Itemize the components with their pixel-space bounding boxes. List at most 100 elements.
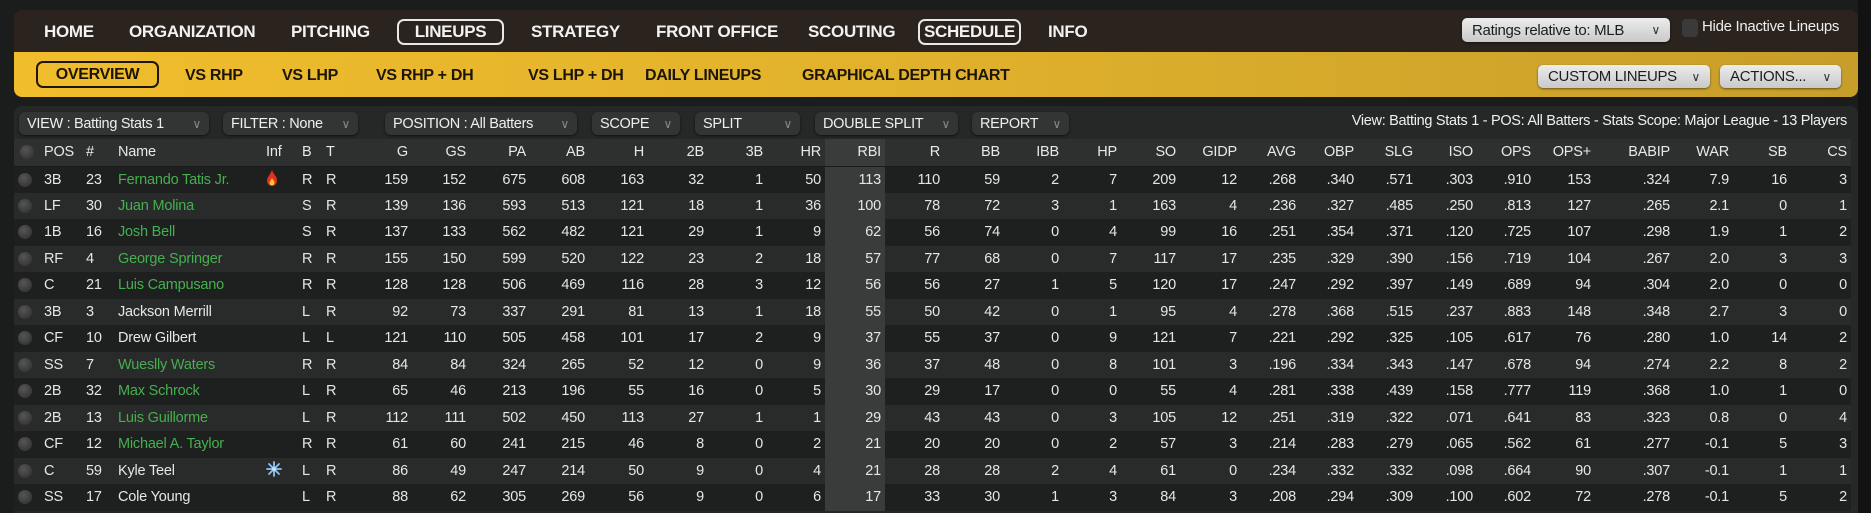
row-select-cell[interactable] [14, 166, 40, 193]
tab-vs-rhp[interactable]: VS RHP [185, 67, 243, 84]
column-header-hp[interactable]: HP [1063, 139, 1121, 167]
player-name-link[interactable]: Max Schrock [114, 378, 262, 405]
row-select-cell[interactable] [14, 484, 40, 511]
nav-home[interactable]: HOME [44, 22, 94, 41]
row-select-toggle[interactable] [18, 278, 32, 293]
column-header-iso[interactable]: ISO [1417, 139, 1477, 167]
table-row[interactable]: SS 7 Wueslly Waters R R 84 84 324 265 52 12 0 9 36 37 4… [14, 351, 1851, 378]
column-header-t[interactable]: T [322, 139, 345, 167]
row-select-toggle[interactable] [18, 304, 32, 319]
row-select-cell[interactable] [14, 431, 40, 458]
scope-dropdown[interactable]: SCOPE ∨ [592, 112, 680, 135]
table-row[interactable]: C 21 Luis Campusano R R 128 128 506 469 116 28 3 12 5… [14, 272, 1851, 299]
table-row[interactable]: C 59 Kyle Teel L R 86 49 247 214 50 9 0 4 21 28 28 2 4 61 0… [14, 457, 1851, 484]
table-row[interactable]: RF 4 George Springer R R 155 150 599 520 122 23 2 18… [14, 245, 1851, 272]
column-header-pa[interactable]: PA [470, 139, 530, 167]
row-select-toggle[interactable] [18, 357, 32, 372]
player-name-link[interactable]: Cole Young [114, 484, 262, 511]
row-select-toggle[interactable] [18, 251, 32, 266]
nav-lineups[interactable]: LINEUPS [397, 19, 504, 45]
column-header-pos[interactable]: POS [40, 139, 82, 167]
row-select-cell[interactable] [14, 219, 40, 246]
player-name-link[interactable]: Drew Gilbert [114, 325, 262, 352]
tab-vs-lhp[interactable]: VS LHP [282, 67, 338, 84]
player-name-link[interactable]: George Springer [114, 245, 262, 272]
row-select-cell[interactable] [14, 245, 40, 272]
row-select-cell[interactable] [14, 351, 40, 378]
column-header-avg[interactable]: AVG [1241, 139, 1300, 167]
player-name-link[interactable]: Luis Campusano [114, 272, 262, 299]
column-header-bb[interactable]: BB [944, 139, 1004, 167]
row-select-cell[interactable] [14, 325, 40, 352]
column-header-ops[interactable]: OPS [1477, 139, 1535, 167]
row-select-toggle[interactable] [18, 490, 32, 505]
position-dropdown[interactable]: POSITION : All Batters ∨ [385, 112, 577, 135]
column-header-obp[interactable]: OBP [1300, 139, 1358, 167]
row-select-toggle[interactable] [18, 463, 32, 478]
row-select-cell[interactable] [14, 378, 40, 405]
column-header-2b[interactable]: 2B [648, 139, 708, 167]
header-select-all[interactable] [14, 139, 40, 167]
nav-strategy[interactable]: STRATEGY [531, 22, 620, 41]
column-header-hr[interactable]: HR [767, 139, 825, 167]
column-header-b[interactable]: B [298, 139, 322, 167]
table-row[interactable]: 2B 13 Luis Guillorme L R 112 111 502 450 113 27 1 1 2… [14, 404, 1851, 431]
nav-info[interactable]: INFO [1048, 22, 1088, 41]
row-select-cell[interactable] [14, 272, 40, 299]
row-select-cell[interactable] [14, 192, 40, 219]
row-select-toggle[interactable] [18, 384, 32, 399]
column-header-number[interactable]: # [82, 139, 114, 167]
table-row[interactable]: CF 10 Drew Gilbert L L 121 110 505 458 101 17 2 9 37 5… [14, 325, 1851, 352]
player-name-link[interactable]: Jackson Merrill [114, 298, 262, 325]
row-select-cell[interactable] [14, 298, 40, 325]
view-dropdown[interactable]: VIEW : Batting Stats 1 ∨ [19, 112, 209, 135]
table-row[interactable]: 3B 23 Fernando Tatis Jr. R R 159 152 675 608 163 3… [14, 166, 1851, 193]
player-name-link[interactable]: Wueslly Waters [114, 351, 262, 378]
filter-dropdown[interactable]: FILTER : None ∨ [223, 112, 358, 135]
table-row[interactable]: CF 12 Michael A. Taylor R R 61 60 241 215 46 8 0 2 21… [14, 431, 1851, 458]
nav-organization[interactable]: ORGANIZATION [129, 22, 256, 41]
player-name-link[interactable]: Michael A. Taylor [114, 431, 262, 458]
tab-daily-lineups[interactable]: DAILY LINEUPS [645, 67, 762, 84]
table-row[interactable]: 2B 32 Max Schrock L R 65 46 213 196 55 16 0 5 30 29 17 0… [14, 378, 1851, 405]
column-header-inf[interactable]: Inf [262, 139, 298, 167]
column-header-sb[interactable]: SB [1733, 139, 1791, 167]
column-header-cs[interactable]: CS [1791, 139, 1851, 167]
column-header-ops-plus[interactable]: OPS+ [1535, 139, 1595, 167]
table-row[interactable]: LF 30 Juan Molina S R 139 136 593 513 121 18 1 36 100… [14, 192, 1851, 219]
column-header-slg[interactable]: SLG [1358, 139, 1417, 167]
table-row[interactable]: 3B 3 Jackson Merrill L R 92 73 337 291 81 13 1 18 55 5… [14, 298, 1851, 325]
actions-button[interactable]: ACTIONS... ∨ [1720, 65, 1841, 88]
row-select-toggle[interactable] [18, 225, 32, 240]
column-header-name[interactable]: Name [114, 139, 262, 167]
table-row[interactable]: SS 17 Cole Young L R 88 62 305 269 56 9 0 6 17 33 30 1 3 8… [14, 484, 1851, 511]
column-header-g[interactable]: G [345, 139, 412, 167]
player-name-link[interactable]: Juan Molina [114, 192, 262, 219]
player-name-link[interactable]: Josh Bell [114, 219, 262, 246]
table-row[interactable]: 1B 16 Josh Bell S R 137 133 562 482 121 29 1 9 62 56 74… [14, 219, 1851, 246]
row-select-toggle[interactable] [18, 437, 32, 452]
hide-inactive-checkbox[interactable] [1682, 19, 1698, 37]
column-header-war[interactable]: WAR [1674, 139, 1733, 167]
nav-pitching[interactable]: PITCHING [291, 22, 370, 41]
column-header-r[interactable]: R [885, 139, 944, 167]
column-header-gidp[interactable]: GIDP [1180, 139, 1241, 167]
row-select-cell[interactable] [14, 404, 40, 431]
column-header-rbi[interactable]: RBI [825, 139, 885, 167]
column-header-ab[interactable]: AB [530, 139, 589, 167]
row-select-cell[interactable] [14, 457, 40, 484]
column-header-babip[interactable]: BABIP [1595, 139, 1674, 167]
column-header-so[interactable]: SO [1121, 139, 1180, 167]
nav-scouting[interactable]: SCOUTING [808, 22, 896, 41]
player-name-link[interactable]: Luis Guillorme [114, 404, 262, 431]
report-dropdown[interactable]: REPORT ∨ [972, 112, 1069, 135]
split-dropdown[interactable]: SPLIT ∨ [695, 112, 800, 135]
player-name-link[interactable]: Fernando Tatis Jr. [114, 166, 262, 193]
column-header-3b[interactable]: 3B [708, 139, 767, 167]
tab-graphical-depth-chart[interactable]: GRAPHICAL DEPTH CHART [802, 67, 1010, 84]
tab-vs-rhp-dh[interactable]: VS RHP + DH [376, 67, 474, 84]
row-select-toggle[interactable] [18, 331, 32, 346]
row-select-toggle[interactable] [18, 410, 32, 425]
select-all-toggle[interactable] [20, 145, 34, 160]
player-name-link[interactable]: Kyle Teel [114, 457, 262, 484]
